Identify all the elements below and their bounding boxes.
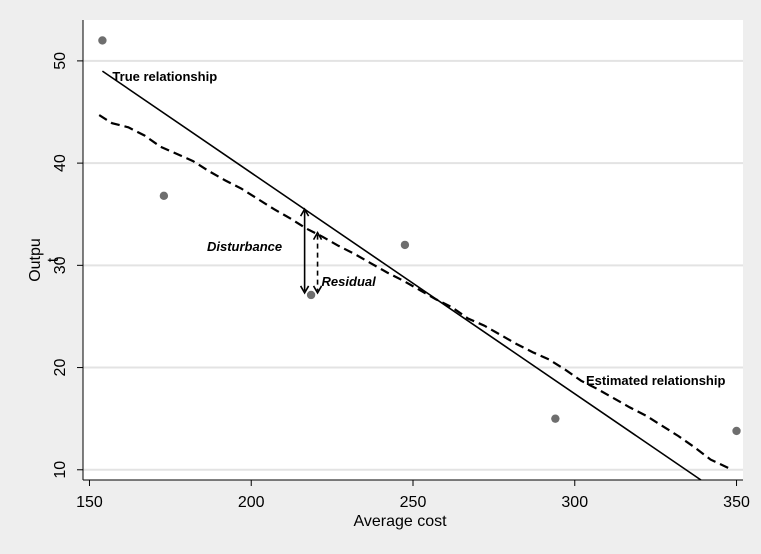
relationship-lines [98,70,731,481]
axes: 10 20 30 40 50 150 200 250 300 350 [52,20,750,511]
y-axis-title-line-2: t [45,257,62,262]
data-point-3 [306,290,316,300]
annotation-arrows [299,207,323,295]
residual-arrow-head-top [312,231,323,241]
y-tick-label-20: 20 [52,359,69,377]
estimated-relationship-line [98,114,731,470]
data-point-6 [732,426,741,436]
x-axis-title: Average cost [353,513,447,530]
y-tick-label-30: 30 [52,256,69,274]
disturbance-arrow-head-top [299,207,310,217]
y-axis-title-line-1: Outpu [27,238,44,282]
residual-label: Residual [322,274,377,289]
x-tick-label-350: 350 [723,494,750,511]
data-point-5 [551,414,560,423]
estimated-relationship-label: Estimated relationship [586,373,725,388]
data-points [98,36,741,436]
data-point-4 [400,240,410,250]
x-tick-label-200: 200 [238,494,265,511]
residual-arrow-head-bottom [312,285,323,295]
x-tick-label-150: 150 [76,494,103,511]
grid-lines [83,59,743,471]
y-tick-label-10: 10 [52,461,69,479]
plot-area [83,20,743,480]
x-tick-label-300: 300 [561,494,588,511]
data-point-1 [98,36,107,45]
y-tick-label-50: 50 [52,52,69,70]
y-tick-label-40: 40 [52,154,69,172]
true-relationship-label: True relationship [112,69,217,84]
data-point-2 [159,191,169,201]
disturbance-label: Disturbance [207,239,282,254]
true-relationship-line [101,70,702,481]
x-tick-label-250: 250 [400,494,427,511]
disturbance-arrow-head-bottom [299,285,310,295]
